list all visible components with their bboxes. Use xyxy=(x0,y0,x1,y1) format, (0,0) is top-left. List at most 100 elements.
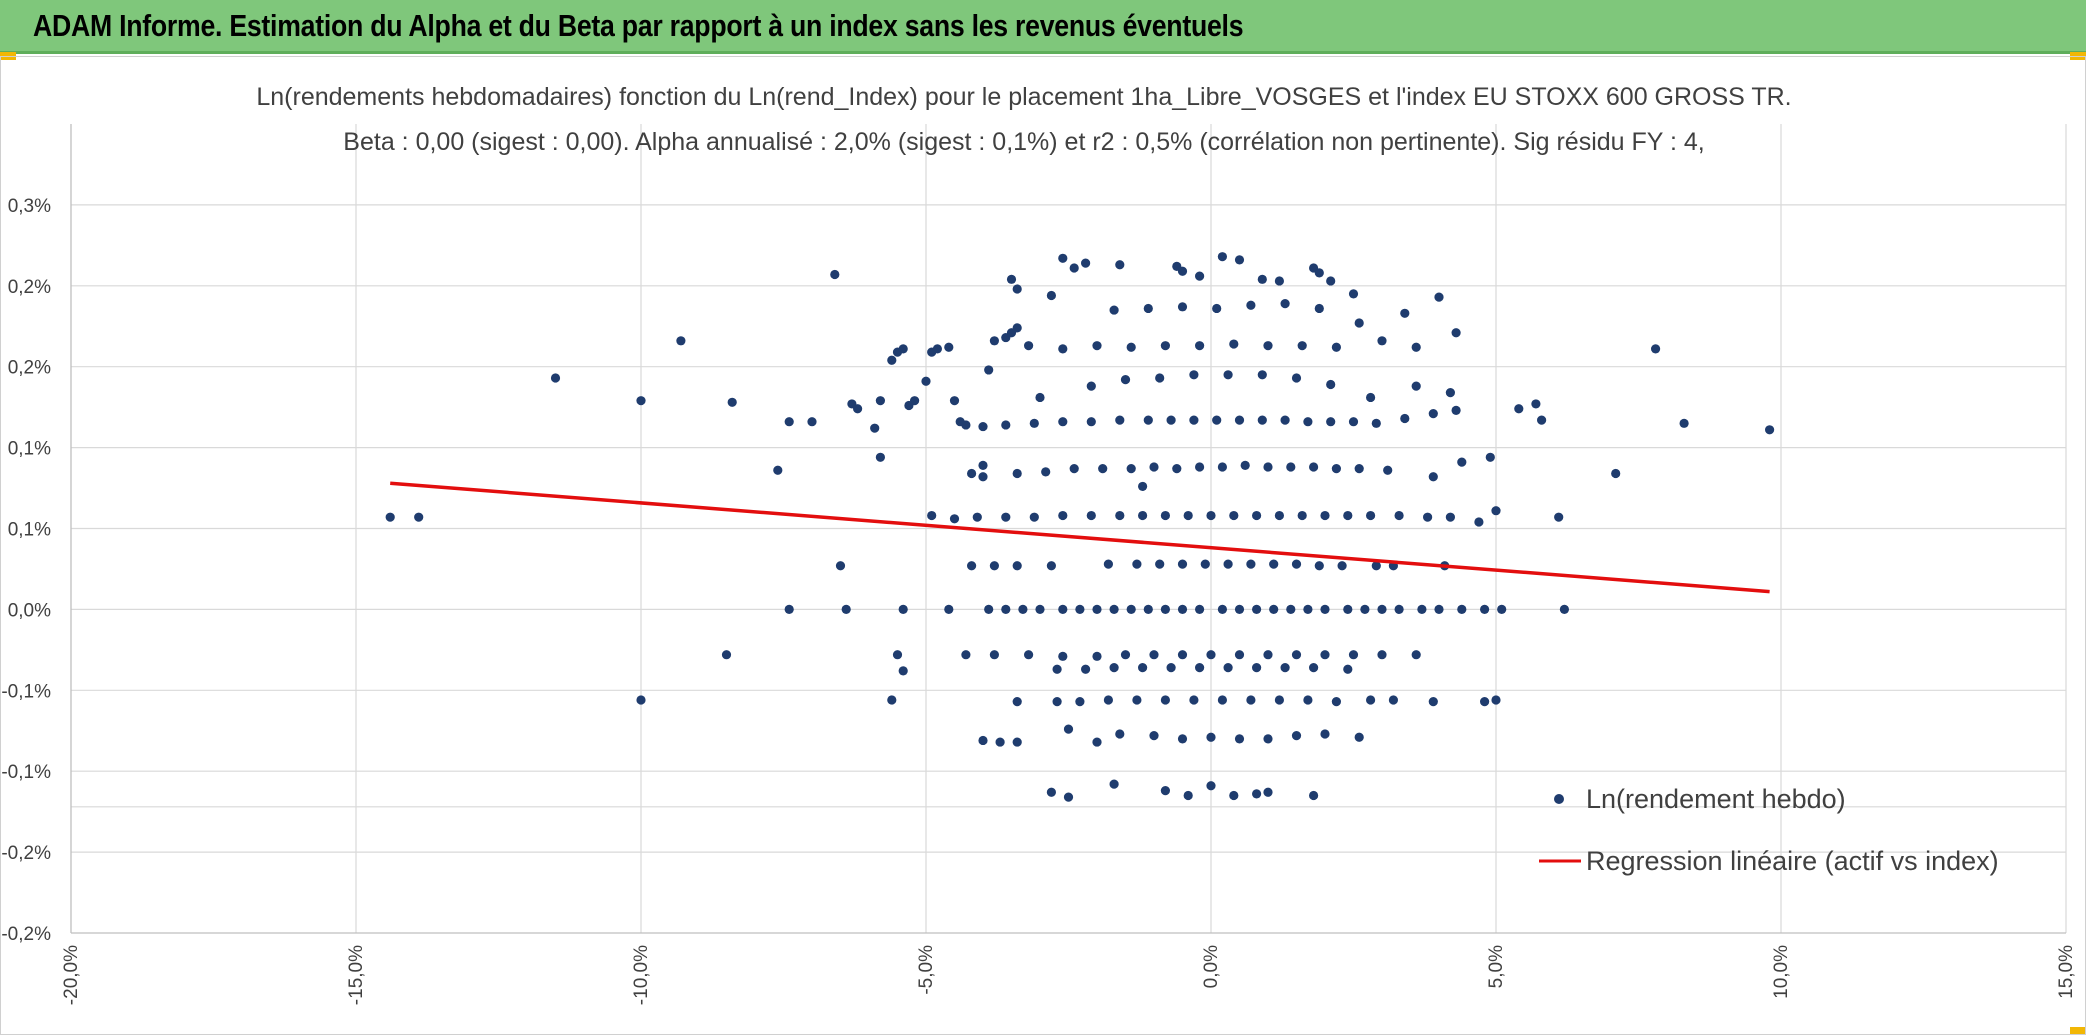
scatter-point xyxy=(984,604,994,615)
x-tick-label: -15,0% xyxy=(346,945,367,1005)
scatter-point xyxy=(1177,302,1188,312)
scatter-point xyxy=(932,344,943,354)
scatter-point xyxy=(1445,387,1455,398)
scatter-point xyxy=(1109,663,1119,673)
scatter-point xyxy=(784,604,794,615)
scatter-point xyxy=(1480,697,1490,707)
scatter-point xyxy=(1491,695,1501,705)
scatter-point xyxy=(1001,512,1011,522)
scatter-point xyxy=(1291,731,1302,741)
scatter-point xyxy=(1029,418,1039,428)
scatter-point xyxy=(1081,258,1091,268)
x-tick-label: 0,0% xyxy=(1201,945,1222,988)
scatter-point xyxy=(1514,404,1524,414)
scatter-point xyxy=(1046,290,1056,301)
scatter-point xyxy=(1035,392,1045,403)
scatter-point xyxy=(1291,650,1302,660)
scatter-point xyxy=(835,561,846,571)
scatter-point xyxy=(1417,604,1427,615)
scatter-point xyxy=(1189,415,1199,425)
scatter-point xyxy=(1012,323,1022,333)
scatter-point xyxy=(1411,342,1421,352)
scatter-point xyxy=(1223,370,1233,380)
scatter-point xyxy=(385,512,395,522)
scatter-point xyxy=(1274,276,1284,286)
scatter-point xyxy=(1109,779,1119,789)
scatter-point xyxy=(1451,328,1461,338)
scatter-point xyxy=(1320,604,1330,615)
scatter-point xyxy=(1354,464,1364,474)
scatter-point xyxy=(1263,341,1273,351)
scatter-point xyxy=(1195,663,1205,673)
scatter-point xyxy=(1143,415,1153,425)
scatter-point xyxy=(1166,663,1176,673)
scatter-point xyxy=(1366,510,1376,521)
scatter-point xyxy=(1206,650,1216,660)
scatter-point xyxy=(1434,604,1444,615)
scatter-point xyxy=(1377,650,1387,660)
scatter-point xyxy=(961,650,971,660)
scatter-point xyxy=(1309,790,1319,801)
chart-frame: Ln(rendements hebdomadaires) fonction du… xyxy=(0,56,2086,1035)
scatter-point xyxy=(1286,604,1296,615)
scatter-point xyxy=(1063,724,1074,734)
scatter-point xyxy=(1411,650,1421,660)
y-tick-label: 0,0% xyxy=(8,600,51,621)
scatter-point xyxy=(1155,373,1165,383)
scatter-point xyxy=(1052,697,1062,707)
scatter-point xyxy=(1069,263,1079,273)
scatter-point xyxy=(1240,460,1250,470)
scatter-point xyxy=(1246,300,1256,310)
scatter-point xyxy=(1394,510,1404,521)
scatter-point xyxy=(1018,604,1028,615)
scatter-point xyxy=(1126,604,1136,615)
report-header: ADAM Informe. Estimation du Alpha et du … xyxy=(0,0,2086,54)
scatter-point xyxy=(910,396,920,406)
scatter-point xyxy=(1195,341,1205,351)
scatter-point xyxy=(967,561,977,571)
scatter-point xyxy=(989,561,1000,571)
scatter-point xyxy=(636,396,646,406)
scatter-point xyxy=(1012,561,1022,571)
scatter-point xyxy=(676,336,686,346)
y-tick-label: 0,2% xyxy=(8,277,51,298)
scatter-point xyxy=(1257,274,1267,284)
scatter-point xyxy=(1058,510,1068,521)
scatter-point xyxy=(875,452,886,462)
report-title: ADAM Informe. Estimation du Alpha et du … xyxy=(33,8,1244,43)
scatter-point xyxy=(1303,695,1313,705)
scatter-point xyxy=(1075,697,1085,707)
scatter-point xyxy=(1309,462,1319,472)
scatter-point xyxy=(1269,604,1279,615)
scatter-point xyxy=(1149,650,1159,660)
scatter-point xyxy=(1331,342,1341,352)
scatter-point xyxy=(1058,253,1068,263)
scatter-point xyxy=(1177,559,1188,569)
scatter-point xyxy=(1366,392,1376,403)
scatter-point xyxy=(1252,663,1262,673)
scatter-point xyxy=(1274,510,1284,521)
scatter-point xyxy=(1297,510,1307,521)
scatter-point xyxy=(1081,664,1091,674)
scatter-point xyxy=(1229,339,1239,349)
scatter-point xyxy=(972,512,982,522)
scatter-point xyxy=(1343,510,1353,521)
scatter-point xyxy=(1058,417,1068,427)
scatter-point xyxy=(1115,260,1125,270)
y-tick-label: -0,1% xyxy=(1,762,51,783)
scatter-point xyxy=(1126,464,1136,474)
y-tick-label: -0,2% xyxy=(1,843,51,864)
scatter-point xyxy=(1383,465,1393,475)
scatter-points xyxy=(385,252,1775,802)
scatter-point xyxy=(1206,732,1216,742)
x-tick-label: -10,0% xyxy=(631,945,652,1005)
scatter-point xyxy=(1132,695,1142,705)
scatter-point xyxy=(995,737,1005,747)
scatter-point xyxy=(989,336,1000,346)
scatter-point xyxy=(1063,792,1074,802)
scatter-point xyxy=(1155,559,1165,569)
scatter-point xyxy=(1388,695,1398,705)
scatter-point xyxy=(1149,731,1159,741)
scatter-point xyxy=(1109,604,1119,615)
scatter-point xyxy=(1320,729,1330,739)
